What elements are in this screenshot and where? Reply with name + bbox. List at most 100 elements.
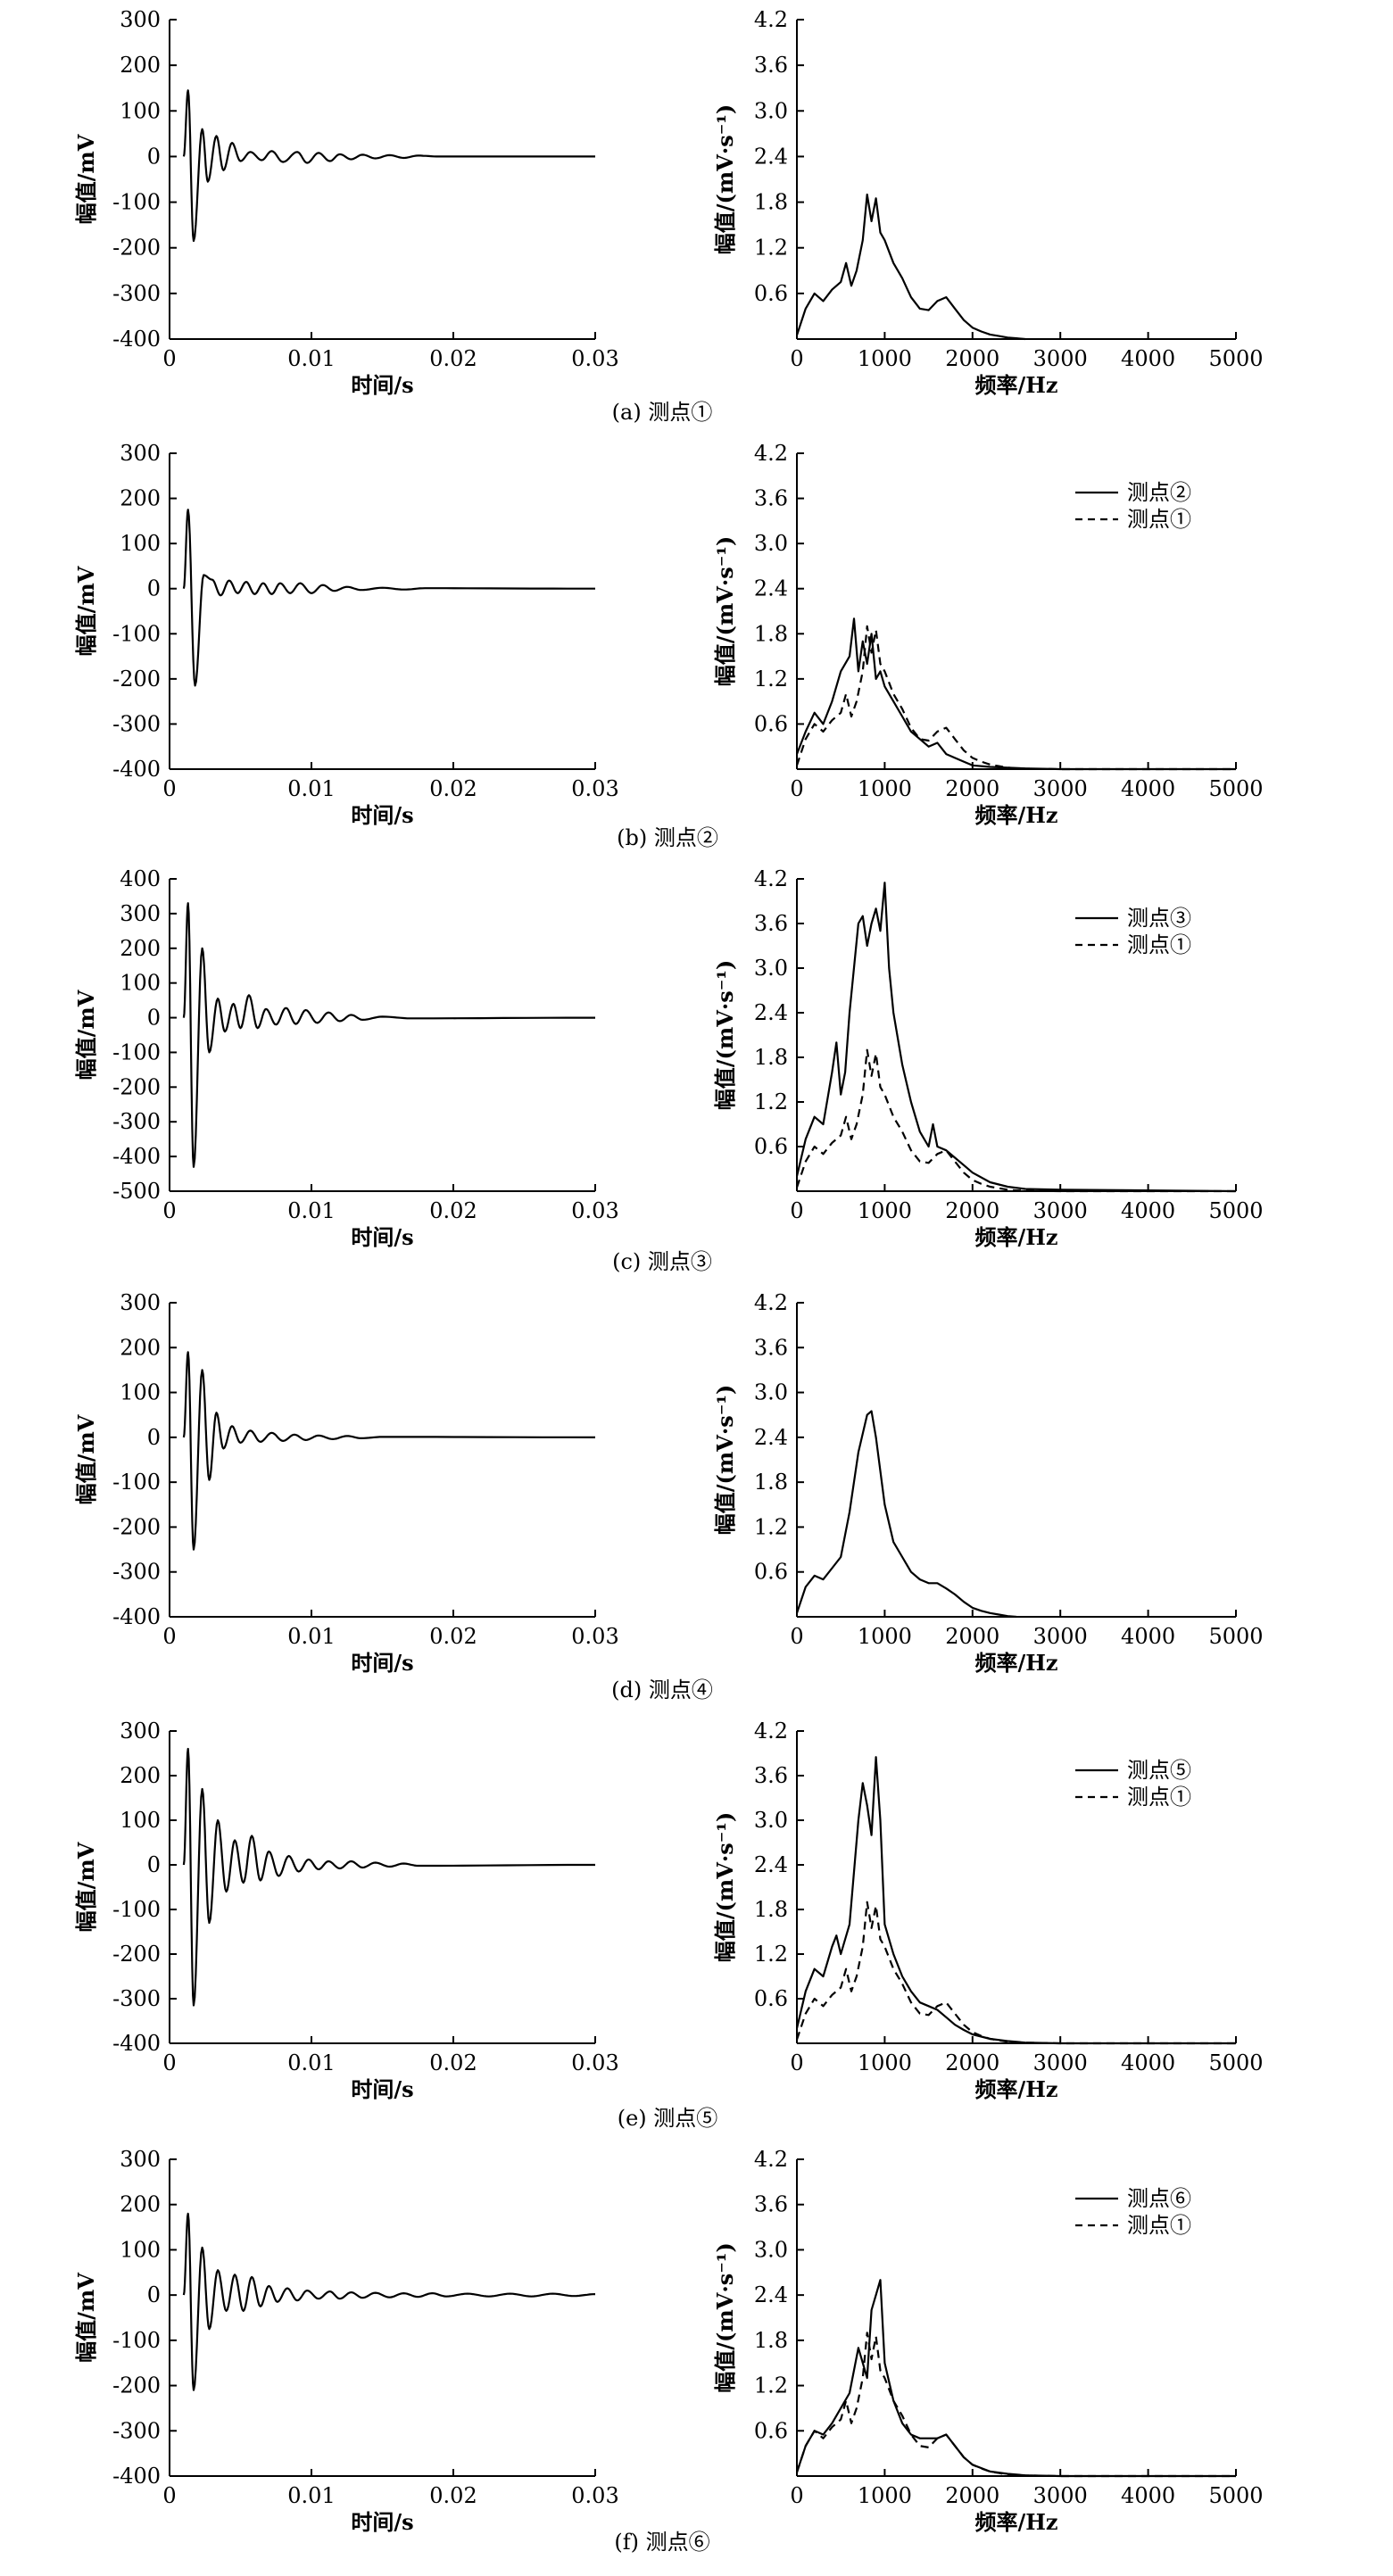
y-axis-label: 幅值/(mV·s⁻¹) [712,104,738,255]
y-tick-label: 300 [120,2147,161,2172]
y-tick-label: 1.2 [754,1089,788,1114]
y-tick-label: -400 [112,327,161,352]
y-tick-label: 400 [120,866,161,891]
y-axis-label: 幅值/mV [73,134,99,224]
panel-caption: (f) 测点⑥ [614,2530,709,2555]
y-tick-label: 100 [120,98,161,123]
x-tick-label: 0 [162,2483,176,2508]
y-tick-label: -200 [112,2373,161,2398]
x-tick-label: 0.03 [571,1624,618,1649]
x-tick-label: 2000 [945,776,999,801]
y-tick-label: 1.8 [754,2328,788,2353]
y-tick-label: -200 [112,1074,161,1099]
series-line-reference [795,625,1236,771]
x-tick-label: 0.01 [287,346,335,371]
x-tick-label: 1000 [858,2050,912,2075]
x-tick-label: 4000 [1121,2483,1175,2508]
legend-entry: 测点① [1127,507,1191,532]
y-tick-label: 3.6 [754,1763,788,1788]
y-tick-label: 0 [147,2282,161,2307]
x-tick-label: 4000 [1121,346,1175,371]
y-tick-label: 3.0 [754,531,788,556]
y-tick-label: 0.6 [754,1134,788,1159]
x-tick-label: 5000 [1208,2050,1263,2075]
x-tick-label: 3000 [1033,2050,1088,2075]
x-tick-label: 0 [790,776,803,801]
series-line-main [182,1351,596,1551]
x-tick-label: 0.01 [287,1624,335,1649]
x-axis-label: 时间/s [351,2076,413,2102]
x-tick-label: 2000 [945,2483,999,2508]
x-tick-label: 0.02 [429,1624,477,1649]
x-axis-label: 时间/s [351,1224,413,1250]
y-tick-label: 100 [120,531,161,556]
y-tick-label: 200 [120,2192,161,2217]
y-axis-label: 幅值/mV [73,2273,99,2363]
y-tick-label: -100 [112,1040,161,1064]
x-axis-label: 频率/Hz [974,802,1057,828]
x-tick-label: 1000 [858,776,912,801]
y-tick-label: 300 [120,1719,161,1744]
y-tick-label: 4.2 [754,441,788,466]
x-tick-label: 1000 [858,2483,912,2508]
x-tick-label: 0 [790,2483,803,2508]
x-tick-label: 3000 [1033,1198,1088,1223]
series-line-main [795,2279,1236,2478]
y-tick-label: -200 [112,236,161,261]
x-axis-label: 频率/Hz [974,1224,1057,1250]
panel-e-spec: 0.6 1.2 1.8 2.4 3.0 3.6 4.2 0 1000 2000 3000 4000 50… [712,1719,1264,2102]
x-tick-label: 5000 [1208,776,1263,801]
x-tick-label: 3000 [1033,2483,1088,2508]
x-tick-label: 0.02 [429,2050,477,2075]
y-tick-label: 1.2 [754,1514,788,1539]
x-tick-label: 4000 [1121,1198,1175,1223]
y-tick-label: -100 [112,190,161,215]
x-axis-label: 时间/s [351,802,413,828]
y-tick-label: 100 [120,2237,161,2262]
y-tick-label: 0 [147,576,161,601]
x-tick-label: 0 [162,2050,176,2075]
y-tick-label: 3.0 [754,1808,788,1833]
y-tick-label: -400 [112,1144,161,1169]
y-tick-label: -300 [112,1560,161,1585]
y-tick-label: -300 [112,281,161,306]
y-tick-label: 200 [120,53,161,78]
y-tick-label: 0.6 [754,1986,788,2011]
x-tick-label: 0.03 [571,2483,618,2508]
y-tick-label: 2.4 [754,1000,788,1025]
x-tick-label: 5000 [1208,1198,1263,1223]
series-line-reference [795,1901,1236,2045]
y-tick-label: 1.2 [754,236,788,261]
y-tick-label: -300 [112,2418,161,2443]
panel-caption: (d) 测点④ [611,1677,713,1702]
y-axis-label: 幅值/mV [73,566,99,656]
y-tick-label: -200 [112,667,161,692]
y-tick-label: -300 [112,1109,161,1134]
y-tick-label: 3.6 [754,1335,788,1360]
x-axis-label: 频率/Hz [974,372,1057,398]
y-tick-label: 4.2 [754,866,788,891]
x-tick-label: 0 [162,776,176,801]
x-tick-label: 0.01 [287,2483,335,2508]
y-tick-label: 1.2 [754,667,788,692]
legend-entry: 测点③ [1127,906,1191,931]
y-tick-label: -400 [112,1604,161,1629]
x-tick-label: 0.02 [429,2483,477,2508]
x-axis-label: 时间/s [351,1650,413,1676]
x-tick-label: 0.02 [429,1198,477,1223]
x-tick-label: 0.01 [287,1198,335,1223]
y-tick-label: 1.8 [754,621,788,646]
x-axis-label: 频率/Hz [974,2509,1057,2535]
y-tick-label: 1.8 [754,1045,788,1070]
y-axis-label: 幅值/(mV·s⁻¹) [712,2242,738,2393]
y-tick-label: 0.6 [754,2418,788,2443]
series-line-main [795,193,1025,341]
y-tick-label: 300 [120,1290,161,1315]
y-tick-label: 0.6 [754,711,788,736]
series-line-main [795,1410,1017,1619]
series-line-reference [795,1048,1236,1193]
legend-entry: 测点⑤ [1127,1758,1191,1783]
y-tick-label: 3.0 [754,98,788,123]
